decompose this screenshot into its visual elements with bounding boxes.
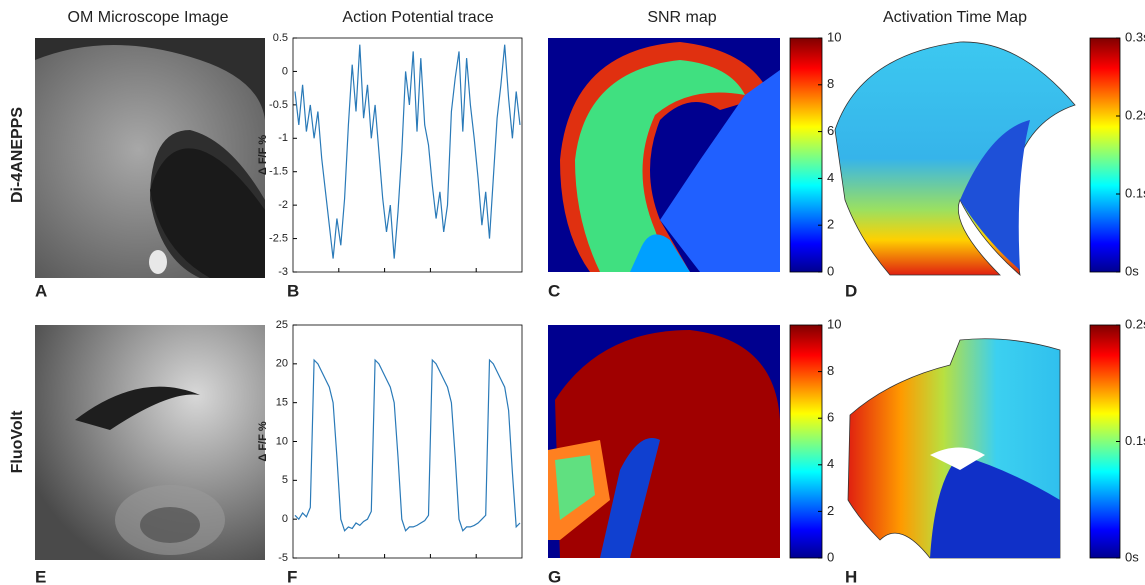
- colorbar-tick-label: 10: [827, 29, 841, 44]
- trace: [294, 358, 521, 532]
- snr-map: [548, 38, 780, 272]
- y-tick-label: -2.5: [269, 232, 288, 244]
- y-tick-label: 0: [282, 513, 288, 525]
- colorbar: [1089, 324, 1121, 559]
- colorbar-tick-label: 6: [827, 123, 834, 138]
- colorbar-tick-label: 0s: [1125, 263, 1139, 278]
- row-label: FluoVolt: [9, 410, 26, 473]
- activation-map: [834, 41, 1076, 277]
- panel-label: C: [548, 281, 560, 300]
- colorbar-tick-label: 2: [827, 217, 834, 232]
- y-tick-label: -5: [278, 552, 288, 564]
- colorbar-tick-label: 0: [827, 549, 834, 564]
- colorbar-tick-label: 8: [827, 76, 834, 91]
- colorbar-tick-label: 0.2s: [1125, 107, 1145, 122]
- colorbar-tick-label: 0.1s: [1125, 185, 1145, 200]
- panel-label: H: [845, 567, 857, 585]
- colorbar-tick-label: 4: [827, 456, 834, 471]
- y-tick-label: 20: [276, 358, 288, 370]
- y-tick-label: 10: [276, 435, 288, 447]
- y-tick-label: 25: [276, 319, 288, 331]
- panel-label: B: [287, 281, 299, 300]
- y-tick-label: -1.5: [269, 166, 288, 178]
- colorbar-tick-label: 0.1s: [1125, 433, 1145, 448]
- row-label: Di-4ANEPPS: [9, 107, 26, 203]
- colorbar-tick-label: 4: [827, 170, 834, 185]
- colorbar-tick-label: 8: [827, 363, 834, 378]
- colorbar-tick-label: 0.3s: [1125, 29, 1145, 44]
- snr-map: [548, 325, 780, 558]
- y-tick-label: -2: [278, 199, 288, 211]
- y-axis-label: Δ F/F %: [257, 421, 269, 462]
- panel-label: F: [287, 567, 297, 585]
- y-axis-label: Δ F/F %: [257, 135, 269, 176]
- colorbar-tick-label: 0: [827, 263, 834, 278]
- plot-frame: [292, 37, 523, 273]
- trace: [294, 44, 521, 259]
- panel-label: E: [35, 567, 46, 585]
- microscope-image: [35, 325, 265, 560]
- colorbar-tick-label: 6: [827, 410, 834, 425]
- column-title: Action Potential trace: [342, 9, 493, 26]
- colorbar: [1089, 37, 1121, 273]
- activation-map: [847, 338, 1061, 559]
- colorbar-tick-label: 10: [827, 316, 841, 331]
- y-tick-label: 0.5: [273, 32, 288, 44]
- colorbar-tick-label: 2: [827, 503, 834, 518]
- y-tick-label: 0: [282, 65, 288, 77]
- y-tick-label: 15: [276, 397, 288, 409]
- y-tick-label: -1: [278, 132, 288, 144]
- y-tick-label: -0.5: [269, 99, 288, 111]
- microscope-image: [35, 38, 265, 278]
- colorbar: [789, 37, 823, 273]
- colorbar-tick-label: 0.2s: [1125, 316, 1145, 331]
- column-title: Activation Time Map: [883, 9, 1027, 26]
- panel-label: G: [548, 567, 561, 585]
- y-tick-label: -3: [278, 266, 288, 278]
- colorbar: [789, 324, 823, 559]
- y-tick-label: 5: [282, 474, 288, 486]
- column-title: OM Microscope Image: [68, 9, 229, 26]
- colorbar-tick-label: 0s: [1125, 549, 1139, 564]
- panel-label: A: [35, 281, 47, 300]
- panel-label: D: [845, 281, 857, 300]
- column-title: SNR map: [647, 9, 716, 26]
